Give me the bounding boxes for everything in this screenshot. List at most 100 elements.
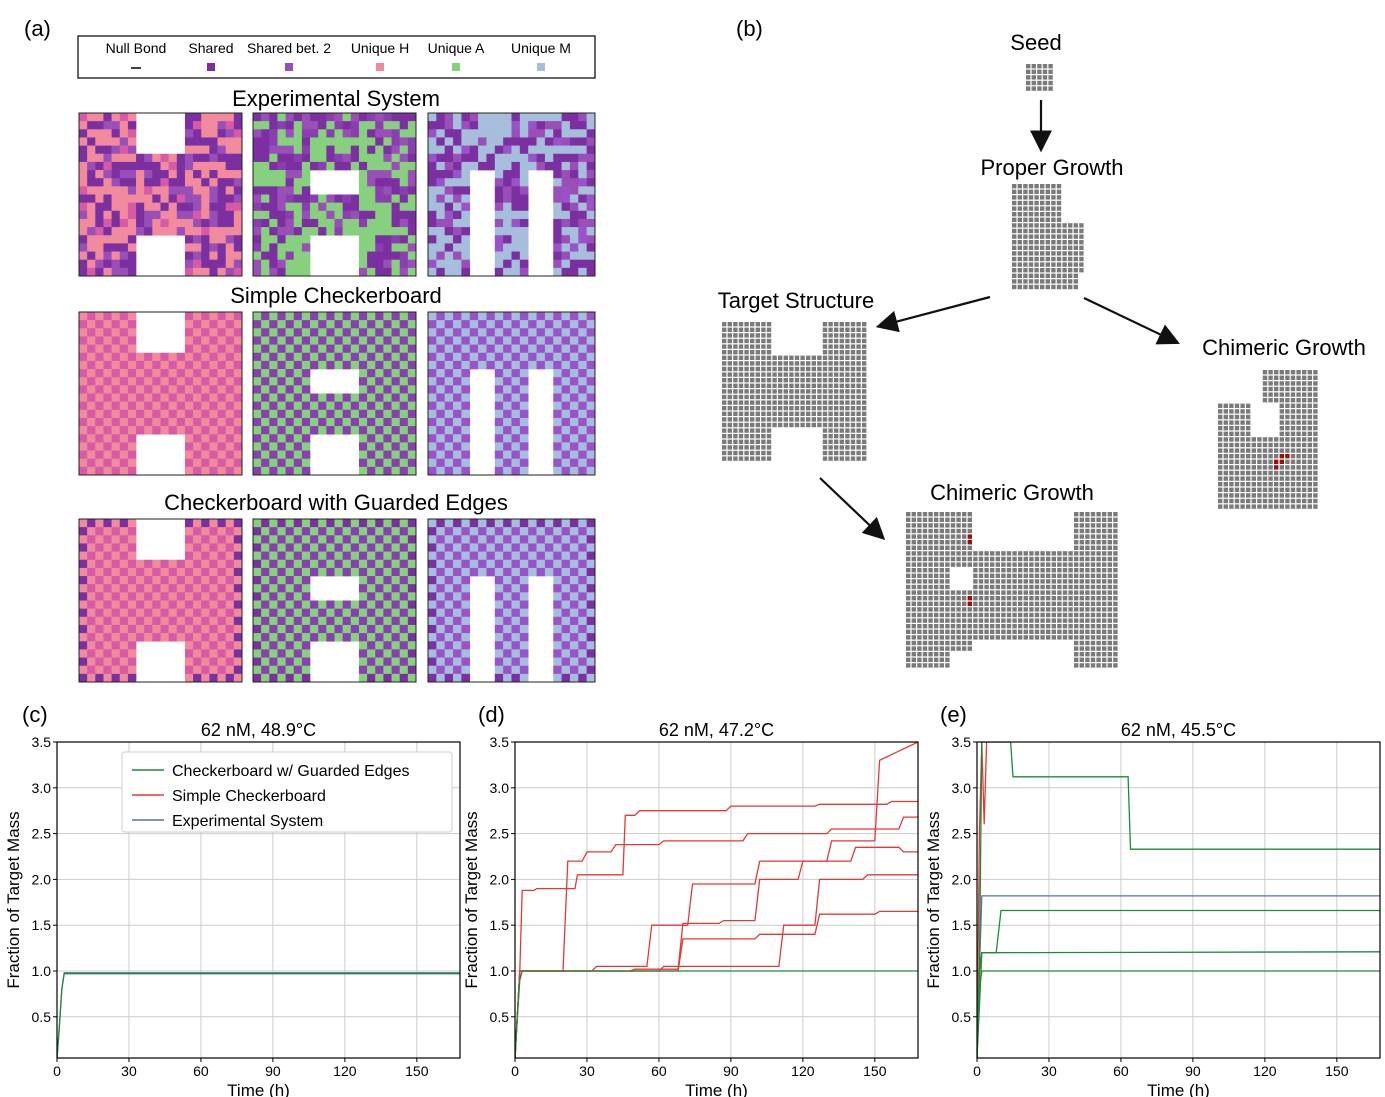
- y-tick-label: 1.0: [490, 963, 510, 979]
- x-tick-label: 30: [121, 1063, 137, 1079]
- panel-a-legend-box: [77, 35, 596, 79]
- chart-1: (d) 62 nM, 47.2°C 0 30 60 90 120 150 0.5 1.0 1.5 2.…: [462, 702, 919, 1097]
- legend-label-1: Shared: [188, 40, 233, 56]
- series-line-5: [977, 970, 1380, 1058]
- row-title-experimental: Experimental System: [232, 86, 440, 111]
- legend-entry-1: Simple Checkerboard: [172, 788, 326, 805]
- legend-marker-2: [285, 63, 293, 71]
- row-title-checkerboard: Simple Checkerboard: [230, 283, 442, 308]
- legend-entry-2: Experimental System: [172, 813, 323, 830]
- x-tick-label: 30: [579, 1063, 595, 1079]
- panel-a-letter-grids: [78, 112, 596, 683]
- letter-grid-random-H: [78, 112, 243, 277]
- chimeric-bottom-structure: [906, 512, 1118, 668]
- letter-grid-guarded-A: [252, 518, 417, 683]
- y-tick-label: 3.0: [32, 780, 52, 796]
- x-tick-label: 150: [863, 1063, 887, 1079]
- panel-b-tile-structures: [722, 64, 1318, 668]
- x-axis-label: Time (h): [685, 1081, 748, 1097]
- letter-grid-checker-H: [78, 311, 243, 476]
- y-tick-label: 2.5: [952, 826, 972, 842]
- x-tick-label: 60: [1113, 1063, 1129, 1079]
- legend-marker-1: [207, 63, 215, 71]
- y-axis-label: Fraction of Target Mass: [462, 811, 481, 988]
- x-tick-label: 30: [1041, 1063, 1057, 1079]
- x-tick-label: 0: [511, 1063, 519, 1079]
- letter-grid-guarded-H: [78, 518, 243, 683]
- x-tick-label: 0: [53, 1063, 61, 1079]
- legend-marker-3: [376, 63, 384, 71]
- y-tick-label: 3.0: [490, 780, 510, 796]
- y-axis-label: Fraction of Target Mass: [924, 811, 943, 988]
- legend-marker-5: [537, 63, 545, 71]
- panel-c-d-e-charts: (c) 62 nM, 48.9°C 0 30 60 90 120 150 0.5 1.0 1.5 2.…: [4, 702, 1381, 1097]
- letter-grid-checker-A: [252, 311, 417, 476]
- x-tick-label: 0: [973, 1063, 981, 1079]
- node-chimeric-bottom-label: Chimeric Growth: [930, 480, 1094, 505]
- chart-2-panel-label: (e): [940, 702, 967, 727]
- y-tick-label: 1.0: [952, 963, 972, 979]
- series-line-6: [515, 970, 918, 1058]
- y-tick-label: 3.0: [952, 780, 972, 796]
- arrow-target-to-chimeric-bottom: [819, 477, 886, 541]
- chart-legend-box: [121, 751, 453, 833]
- arrow-proper-to-chimeric-right: [1083, 297, 1180, 345]
- x-tick-label: 120: [333, 1063, 357, 1079]
- y-tick-label: 2.0: [490, 871, 510, 887]
- legend-label-2: Shared bet. 2: [247, 40, 331, 56]
- letter-grid-checker-M: [427, 311, 596, 476]
- x-axis-label: Time (h): [227, 1081, 290, 1097]
- x-tick-label: 90: [1185, 1063, 1201, 1079]
- x-tick-label: 120: [791, 1063, 815, 1079]
- y-tick-label: 2.0: [952, 871, 972, 887]
- series-line-0: [515, 800, 918, 1058]
- legend-marker-4: [452, 63, 460, 71]
- chart-2-title: 62 nM, 45.5°C: [1121, 720, 1236, 740]
- letter-grid-guarded-M: [427, 518, 596, 683]
- y-tick-label: 3.5: [490, 734, 510, 750]
- x-tick-label: 60: [193, 1063, 209, 1079]
- proper-growth-structure: [1012, 184, 1084, 290]
- x-tick-label: 120: [1253, 1063, 1277, 1079]
- x-tick-label: 150: [1325, 1063, 1349, 1079]
- y-tick-label: 0.5: [952, 1009, 972, 1025]
- node-seed-label: Seed: [1010, 30, 1061, 55]
- x-axis-label: Time (h): [1147, 1081, 1210, 1097]
- y-tick-label: 2.0: [32, 871, 52, 887]
- target-structure: [722, 322, 867, 461]
- y-tick-label: 1.5: [490, 917, 510, 933]
- arrow-proper-to-target: [875, 295, 991, 333]
- x-tick-label: 60: [651, 1063, 667, 1079]
- chart-0: (c) 62 nM, 48.9°C 0 30 60 90 120 150 0.5 1.0 1.5 2.…: [4, 702, 461, 1097]
- letter-grid-random-M: [427, 112, 596, 277]
- letter-grid-random-A: [252, 112, 417, 277]
- series-line-1: [57, 973, 460, 1058]
- chart-2: (e) 62 nM, 45.5°C 0 30 60 90 120 150 0.5 1.0 1.5 2.…: [924, 702, 1381, 1097]
- y-tick-label: 2.5: [32, 826, 52, 842]
- chart-1-panel-label: (d): [478, 702, 505, 727]
- panel-a-label: (a): [24, 16, 51, 41]
- seed-structure: [1026, 64, 1053, 91]
- node-target-structure-label: Target Structure: [718, 288, 875, 313]
- chart-0-title: 62 nM, 48.9°C: [201, 720, 316, 740]
- panel-b-label: (b): [736, 16, 763, 41]
- chart-1-title: 62 nM, 47.2°C: [659, 720, 774, 740]
- y-tick-label: 1.5: [952, 917, 972, 933]
- y-tick-label: 0.5: [490, 1009, 510, 1025]
- series-line-2: [977, 742, 1380, 1058]
- legend-label-3: Unique H: [351, 40, 409, 56]
- legend-label-0: Null Bond: [106, 40, 167, 56]
- legend-label-5: Unique M: [511, 40, 571, 56]
- y-tick-label: 2.5: [490, 826, 510, 842]
- chimeric-right-structure: [1218, 370, 1318, 509]
- x-tick-label: 90: [723, 1063, 739, 1079]
- y-tick-label: 3.5: [952, 734, 972, 750]
- x-tick-label: 90: [265, 1063, 281, 1079]
- node-proper-growth-label: Proper Growth: [980, 155, 1123, 180]
- node-chimeric-right-label: Chimeric Growth: [1202, 335, 1366, 360]
- chart-0-panel-label: (c): [22, 702, 48, 727]
- series-line-0: [977, 742, 989, 1058]
- legend-entry-0: Checkerboard w/ Guarded Edges: [172, 763, 409, 780]
- row-title-guarded: Checkerboard with Guarded Edges: [164, 490, 508, 515]
